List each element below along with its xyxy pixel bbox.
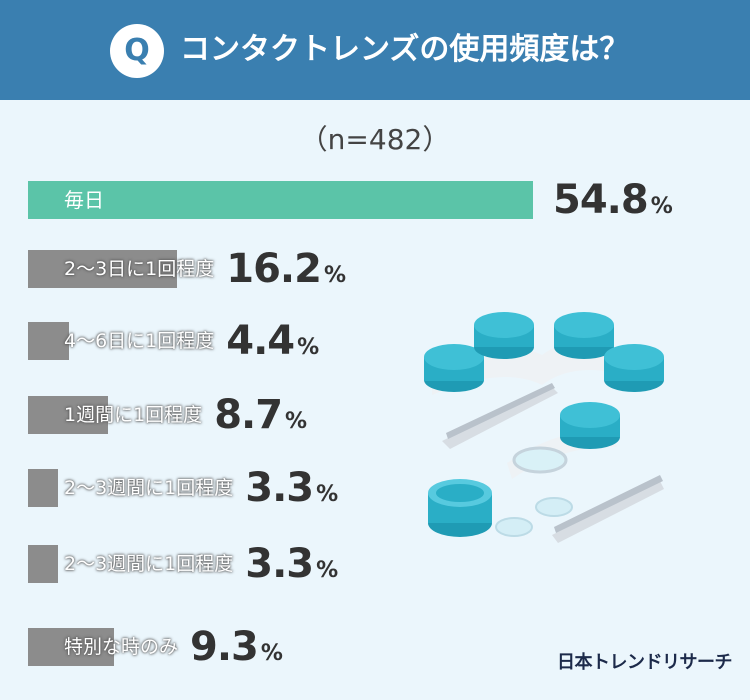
bar-category-label: 2〜3週間に1回程度	[64, 477, 234, 499]
lens-cap-middle	[560, 402, 620, 449]
tweezers-icon	[442, 383, 664, 543]
value-number: 54.8	[553, 177, 649, 223]
percent-sign: %	[316, 558, 339, 583]
contact-lens-case-icon	[424, 312, 664, 543]
bar-value-label: 54.8%	[553, 175, 673, 225]
value-number: 3.3	[245, 541, 314, 587]
percent-sign: %	[297, 335, 320, 360]
value-number: 16.2	[226, 246, 322, 292]
bar-category-label: 1週間に1回程度	[64, 404, 203, 426]
bar	[28, 250, 177, 288]
lens-cap-l	[474, 312, 534, 359]
bar-value-label: 9.3%	[190, 622, 283, 672]
bar-category-label: 2〜3週間に1回程度	[64, 553, 234, 575]
lens-cap-r2	[604, 344, 664, 392]
value-number: 9.3	[190, 624, 259, 670]
percent-sign: %	[323, 263, 347, 288]
bar-value-label: 16.2%	[226, 244, 346, 294]
percent-sign: %	[650, 194, 673, 219]
bar	[28, 469, 58, 507]
bar	[28, 322, 69, 360]
value-number: 8.7	[214, 392, 283, 438]
bar-value-label: 8.7%	[214, 390, 307, 440]
brand-logo: 日本トレンドリサーチ	[557, 652, 733, 673]
bar-category-label: 特別な時のみ	[64, 636, 179, 658]
q-icon: Q	[110, 24, 164, 78]
percent-sign: %	[260, 641, 283, 666]
bar-highlight	[28, 181, 533, 219]
bar-value-label: 3.3%	[245, 463, 338, 513]
percent-sign: %	[285, 409, 308, 434]
lens-cap-left	[424, 344, 484, 392]
bar-category-label: 2〜3日に1回程度	[64, 258, 215, 280]
bar-category-label: 4〜6日に1回程度	[64, 330, 215, 352]
bar	[28, 628, 114, 666]
bar	[28, 545, 58, 583]
lens-cap-r1	[554, 312, 614, 359]
value-number: 4.4	[226, 318, 295, 364]
question-title: コンタクトレンズの使用頻度は？	[180, 32, 630, 67]
bar-value-label: 4.4%	[226, 316, 319, 366]
bar-value-label: 3.3%	[245, 539, 338, 589]
bar-category-label: 毎日	[64, 188, 104, 212]
value-number: 3.3	[245, 465, 314, 511]
percent-sign: %	[316, 482, 339, 507]
sample-size: （n=482）	[299, 123, 451, 156]
contact-lens-icon	[495, 497, 573, 537]
bar	[28, 396, 108, 434]
header-banner: Q コンタクトレンズの使用頻度は？	[0, 0, 750, 100]
